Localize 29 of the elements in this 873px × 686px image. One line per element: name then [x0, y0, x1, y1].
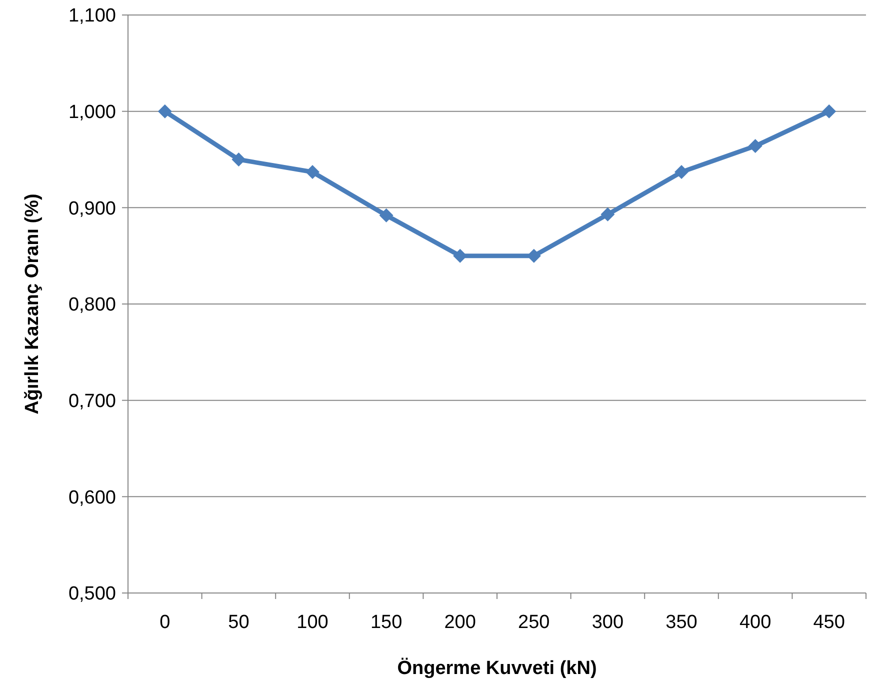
y-tick-label: 0,700 — [68, 390, 116, 412]
x-axis-title: Öngerme Kuvveti (kN) — [397, 657, 597, 679]
point — [306, 165, 320, 180]
x-tick-label: 100 — [296, 612, 328, 633]
point — [453, 248, 468, 263]
x-tick-label: 300 — [592, 612, 624, 633]
x-tick-label: 350 — [666, 612, 698, 633]
point — [748, 139, 762, 154]
x-tick-label: 150 — [370, 612, 402, 633]
point — [158, 104, 172, 118]
point — [600, 207, 615, 222]
point — [379, 208, 394, 222]
x-tick-label: 450 — [813, 612, 845, 633]
y-tick-label: 0,600 — [68, 487, 116, 508]
y-axis-title: Ağırlık Kazanç Oranı (%) — [22, 194, 43, 414]
y-tick-label: 1,100 — [68, 6, 116, 27]
point — [822, 104, 836, 118]
y-tick-label: 1,000 — [68, 102, 116, 123]
point — [232, 152, 246, 166]
y-tick-label: 0,800 — [68, 294, 116, 316]
x-tick-label: 250 — [518, 612, 550, 633]
x-tick-label: 50 — [228, 612, 250, 633]
point — [674, 165, 688, 180]
x-tick-label: 0 — [160, 612, 170, 633]
y-tick-label: 0,500 — [68, 584, 116, 605]
y-tick-label: 0,900 — [68, 198, 116, 220]
x-tick-label: 400 — [739, 612, 772, 633]
point — [526, 248, 541, 263]
x-tick-label: 200 — [444, 612, 476, 633]
